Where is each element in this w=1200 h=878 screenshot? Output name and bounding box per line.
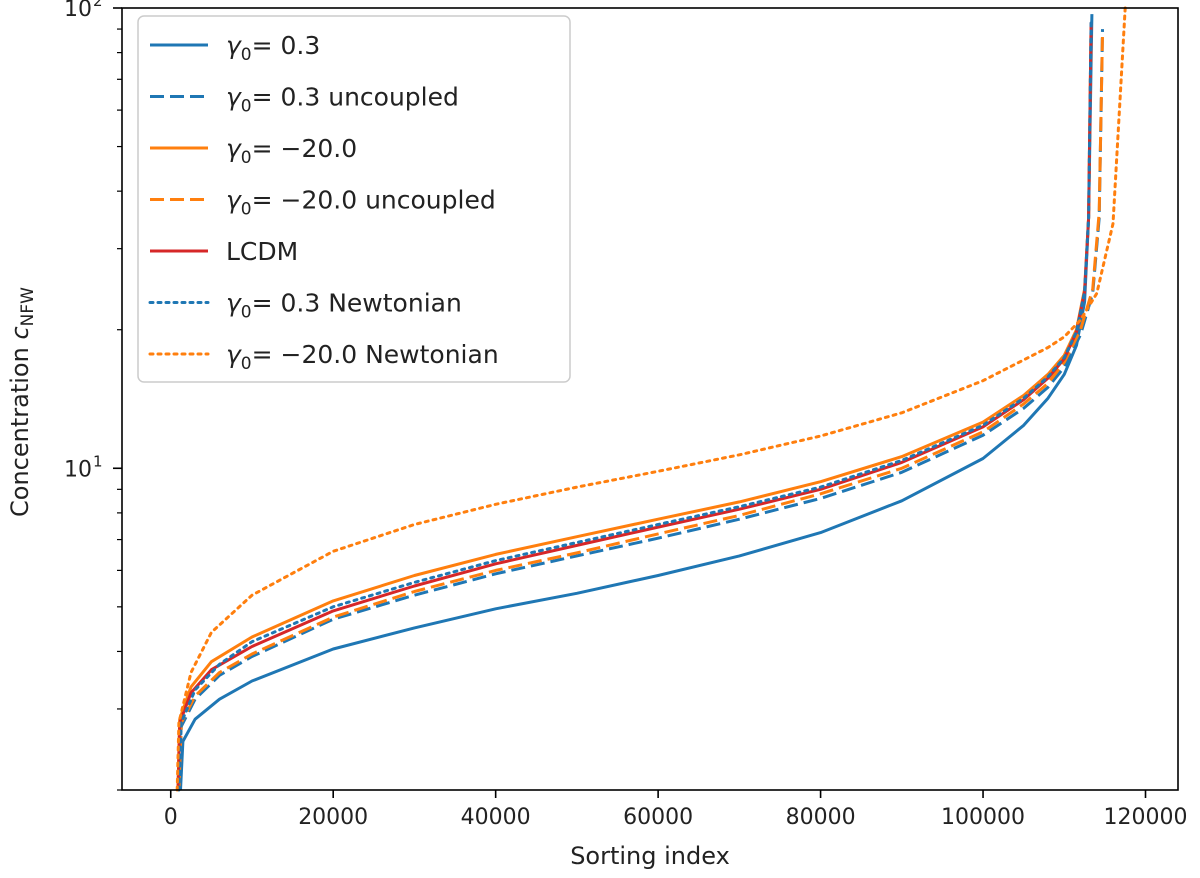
y-axis-label-sub: NFW [18,287,38,326]
x-tick-label: 0 [164,805,178,830]
y-axis-label-var: c [6,326,34,339]
y-axis-label: Concentration cNFW [6,287,38,517]
legend: γ0= 0.3 γ0= 0.3 uncoupled γ0= −20.0 γ0= −20… [137,15,571,383]
series-line-0 [179,14,1094,791]
series-line-3 [177,33,1104,791]
x-axis-ticks: 0 20000 40000 60000 80000 100000 120000 [164,790,1188,830]
x-tick-label: 80000 [786,805,856,830]
legend-label-3: γ0= −20.0 uncoupled [226,186,496,220]
legend-label-5: γ0= 0.3 Newtonian [226,289,462,323]
legend-box [137,15,571,383]
x-tick-label: 100000 [941,805,1025,830]
legend-label-0: γ0= 0.3 [226,31,320,65]
series-line-6 [175,6,1127,792]
series-line-5 [177,21,1093,792]
y-tick-label-exponent: 1 [93,452,103,470]
series-line-1 [177,29,1104,791]
series-layer [175,6,1127,792]
legend-label-2: γ0= −20.0 [226,134,357,168]
y-tick-label: 10 [64,0,92,22]
y-tick-label: 10 [64,457,92,482]
x-tick-label: 40000 [461,805,531,830]
x-tick-label: 60000 [623,805,693,830]
y-axis-label-main: Concentration [6,340,34,517]
legend-label-4: LCDM [226,237,298,266]
x-tick-label: 20000 [298,805,368,830]
x-tick-label: 120000 [1104,805,1188,830]
axes-frame [121,7,1179,791]
legend-label-6: γ0= −20.0 Newtonian [226,340,499,374]
y-tick-label-exponent: 2 [93,0,103,10]
legend-label-1: γ0= 0.3 uncoupled [226,83,459,117]
x-axis-label: Sorting index [570,842,730,870]
